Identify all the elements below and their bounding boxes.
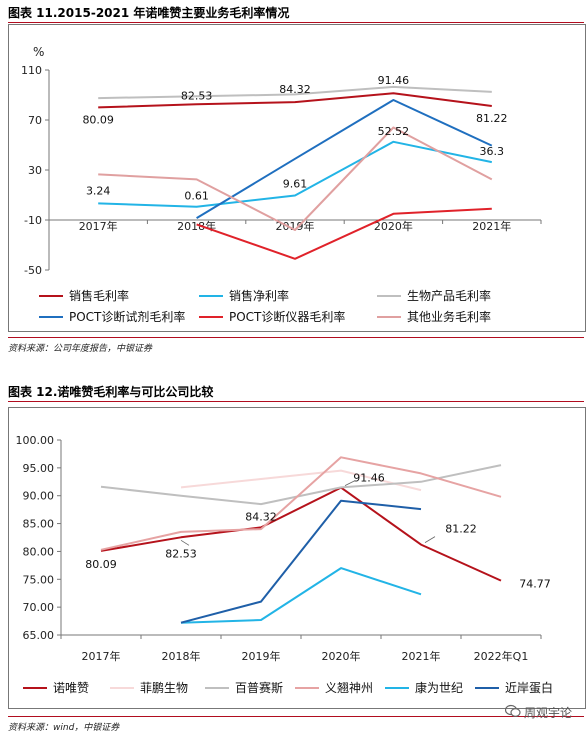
figure2-x-tick-label: 2021年 bbox=[402, 649, 441, 663]
figure1-x-tick-label: 2020年 bbox=[374, 219, 413, 233]
figure1-source: 资料来源：公司年度报告，中银证券 bbox=[8, 344, 153, 354]
figure2-legend-label: 菲鹏生物 bbox=[140, 681, 188, 695]
figure2-y-tick-label: 90.00 bbox=[23, 490, 55, 503]
figure2-source: 资料来源：wind，中银证券 bbox=[8, 723, 120, 733]
figure1-series-line-4 bbox=[196, 99, 493, 219]
figure2-label-leader bbox=[344, 480, 356, 486]
figure2-x-tick-label: 2019年 bbox=[242, 649, 281, 663]
figure1-title-rule bbox=[8, 22, 584, 23]
figure1-legend-label: POCT诊断试剂毛利率 bbox=[69, 309, 185, 324]
figure2-data-label: 81.22 bbox=[445, 523, 477, 536]
figure2-y-tick-label: 75.00 bbox=[23, 573, 55, 586]
figure1-legend-label: 生物产品毛利率 bbox=[407, 288, 491, 303]
figure2-series-line-4 bbox=[100, 456, 502, 551]
figure2-x-tick-label: 2018年 bbox=[162, 649, 201, 663]
figure1-data-label: 84.32 bbox=[279, 83, 311, 96]
figure2-data-label: 91.46 bbox=[353, 472, 385, 485]
figure2-x-tick-label: 2020年 bbox=[322, 649, 361, 663]
figure2-data-label: 82.53 bbox=[165, 547, 197, 560]
figure1-y-tick-label: 110 bbox=[21, 64, 42, 77]
figure1-legend-label: POCT诊断仪器毛利率 bbox=[229, 309, 345, 324]
figure1-y-tick-label: -50 bbox=[24, 264, 42, 277]
figure1-y-tick-label: 30 bbox=[28, 164, 42, 177]
figure2-y-tick-label: 70.00 bbox=[23, 601, 55, 614]
figure2-y-tick-label: 65.00 bbox=[23, 629, 55, 642]
figure2-data-label: 80.09 bbox=[85, 558, 117, 571]
figure2-source-rule bbox=[8, 716, 584, 717]
figure2-label-leader bbox=[180, 539, 190, 546]
figure2-y-tick-label: 85.00 bbox=[23, 518, 55, 531]
figure2-x-tick-label: 2022年Q1 bbox=[474, 649, 529, 663]
figure2-x-tick-label: 2017年 bbox=[82, 649, 121, 663]
figure1-chart-box: % 110 70 30 -10 -50 2017年 2018年 2019年 2020年 2021年 8… bbox=[8, 24, 586, 332]
figure1-data-label: 36.3 bbox=[480, 145, 505, 158]
figure2-series-line-2 bbox=[180, 469, 422, 492]
figure2-series-line-6 bbox=[180, 499, 422, 624]
figure2-series-line-5 bbox=[180, 567, 422, 624]
figure2-chart-box: 100.00 95.00 90.00 85.00 80.00 75.00 70.00 65.0… bbox=[8, 407, 586, 709]
figure1-chart: % 110 70 30 -10 -50 2017年 2018年 2019年 2020年 2021年 8… bbox=[21, 45, 542, 324]
figure1-legend-label: 销售净利率 bbox=[229, 288, 289, 303]
figure2-y-tick-label: 80.00 bbox=[23, 545, 55, 558]
figure1-legend-label: 其他业务毛利率 bbox=[407, 309, 491, 324]
figure1-data-label: 91.46 bbox=[378, 74, 410, 87]
figure1-source-rule bbox=[8, 337, 584, 338]
figure1-x-tick-label: 2017年 bbox=[79, 219, 118, 233]
figure1-x-tick-label: 2021年 bbox=[472, 219, 511, 233]
figure2-chart: 100.00 95.00 90.00 85.00 80.00 75.00 70.00 65.0… bbox=[16, 434, 554, 695]
figure1-data-label: 9.61 bbox=[283, 177, 308, 190]
figure2-y-tick-label: 100.00 bbox=[16, 434, 55, 447]
figure1-legend-label: 销售毛利率 bbox=[69, 288, 129, 303]
figure2-title-rule bbox=[8, 401, 584, 402]
figure2-legend-label: 诺唯赞 bbox=[53, 681, 89, 695]
figure1-x-tick-label: 2019年 bbox=[276, 219, 315, 233]
figure2-y-tick-label: 95.00 bbox=[23, 462, 55, 475]
figure1-title: 图表 11.2015-2021 年诺唯赞主要业务毛利率情况 bbox=[8, 6, 290, 20]
figure2-series-line-1 bbox=[100, 486, 502, 582]
figure2-label-leader bbox=[424, 536, 436, 543]
figure2-legend-label: 康为世纪 bbox=[415, 680, 463, 695]
watermark: 周观宇论 bbox=[504, 704, 572, 721]
figure2-legend-label: 近岸蛋白 bbox=[505, 680, 553, 695]
watermark-text: 周观宇论 bbox=[523, 706, 572, 720]
figure1-data-label: 0.61 bbox=[184, 190, 209, 203]
wechat-icon bbox=[504, 704, 521, 721]
figure2-data-label: 74.77 bbox=[519, 578, 551, 591]
figure2-legend-label: 百普赛斯 bbox=[235, 680, 283, 695]
figure1-x-tick-label: 2018年 bbox=[177, 219, 216, 233]
figure1-series-line-5 bbox=[196, 207, 492, 260]
figure1-unit-label: % bbox=[33, 45, 44, 59]
figure1-series-line-3 bbox=[98, 85, 492, 100]
figure2-title: 图表 12.诺唯赞毛利率与可比公司比较 bbox=[8, 385, 214, 399]
figure1-y-tick-label: -10 bbox=[24, 214, 42, 227]
figure1-data-label: 81.22 bbox=[476, 112, 508, 125]
figure1-data-label: 80.09 bbox=[82, 113, 114, 126]
figure2-legend-label: 义翘神州 bbox=[325, 681, 373, 695]
figure1-y-tick-label: 70 bbox=[28, 114, 42, 127]
figure1-data-label: 82.53 bbox=[181, 89, 213, 102]
figure1-series-line-2 bbox=[98, 140, 493, 208]
figure2-data-label: 84.32 bbox=[245, 510, 277, 523]
figure2-series-line-3 bbox=[100, 464, 502, 506]
figure1-series-line-1 bbox=[98, 92, 492, 109]
figure1-data-label: 3.24 bbox=[86, 184, 111, 197]
figure1-data-label: 52.52 bbox=[378, 125, 410, 138]
figure1-series-line-6 bbox=[98, 126, 493, 231]
